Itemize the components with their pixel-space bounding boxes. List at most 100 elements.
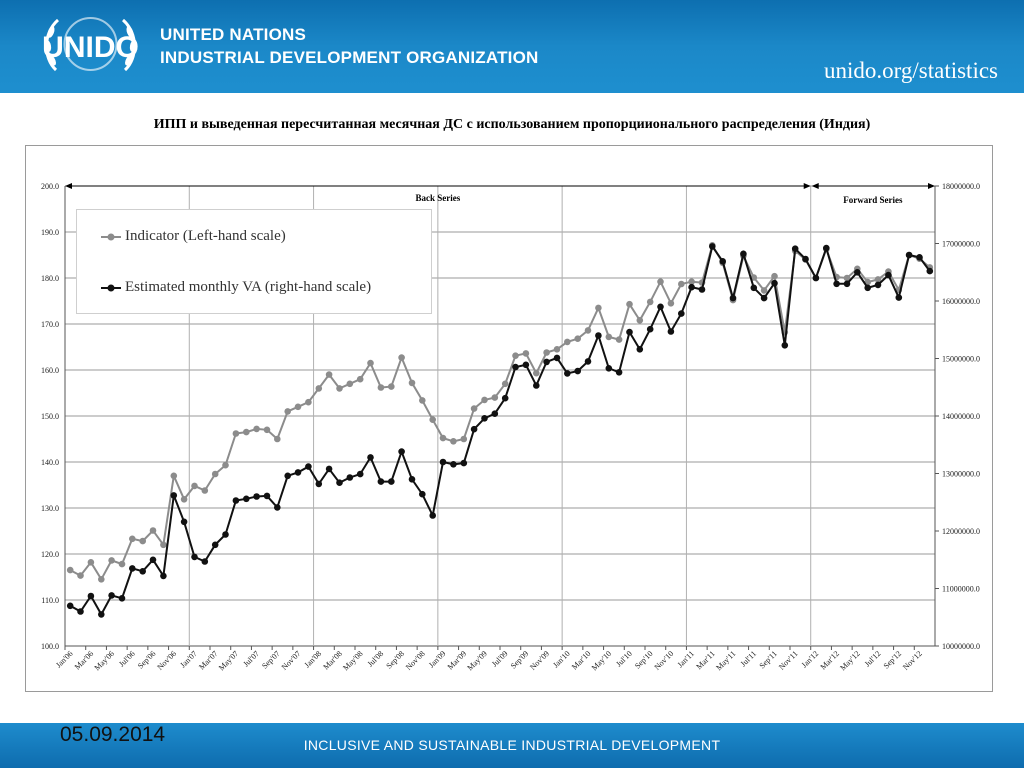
estimated-point (274, 504, 281, 511)
x-tick-label: Sep'12 (882, 649, 904, 671)
estimated-point (750, 284, 758, 292)
estimated-point (87, 592, 95, 600)
estimated-point (584, 358, 592, 365)
x-tick-label: Sep'06 (136, 649, 158, 671)
estimated-point (305, 463, 312, 470)
estimated-point (895, 294, 903, 301)
estimated-point (885, 271, 892, 279)
x-tick-label: Jan'12 (800, 649, 821, 670)
estimated-point (149, 556, 157, 564)
x-tick-label: Nov'08 (404, 649, 427, 672)
indicator-point (398, 354, 405, 361)
back-series-arrowhead-right (803, 183, 811, 189)
indicator-point (66, 566, 74, 574)
estimated-point (667, 328, 675, 335)
chart-title: ИПП и выведенная пересчитанная месячная … (153, 117, 871, 132)
estimated-point (367, 454, 374, 461)
estimated-point (253, 493, 260, 500)
logo-text: UNIDO (42, 31, 139, 64)
estimated-point (905, 251, 913, 259)
estimated-point (491, 410, 499, 418)
estimated-point (108, 592, 115, 599)
indicator-point (336, 385, 343, 392)
estimated-point (698, 286, 706, 293)
y-right-tick-label: 17000000.0 (942, 240, 980, 249)
x-tick-label: Jul'11 (739, 649, 758, 668)
x-tick-label: Jan'11 (676, 649, 696, 669)
estimated-point (408, 476, 416, 483)
y-right-tick-label: 12000000.0 (942, 527, 980, 536)
indicator-point (564, 338, 571, 346)
x-tick-label: May'11 (714, 649, 737, 672)
estimated-point (160, 572, 167, 580)
y-right-tick-label: 14000000.0 (942, 412, 980, 421)
indicator-point (284, 408, 292, 415)
legend-marker-estimated (107, 284, 115, 292)
x-tick-label: Sep'10 (633, 649, 655, 671)
estimated-point (439, 458, 447, 466)
x-tick-label: Nov'12 (901, 649, 924, 672)
estimated-point (481, 415, 488, 422)
unido-logo: UNIDO (42, 17, 139, 72)
indicator-point (667, 300, 675, 307)
site-url[interactable]: unido.org/statistics (824, 58, 998, 83)
estimated-point (574, 367, 581, 375)
estimated-point (191, 553, 198, 561)
legend-label-indicator: Indicator (Left-hand scale) (125, 228, 286, 244)
indicator-point (232, 430, 240, 437)
indicator-point (678, 280, 685, 288)
estimated-point (543, 358, 550, 366)
x-tick-label: Sep'08 (384, 649, 406, 671)
estimated-point (719, 258, 726, 265)
indicator-point (408, 379, 416, 387)
x-tick-label: May'09 (465, 649, 488, 672)
x-tick-label: Jan'08 (303, 649, 324, 670)
estimated-point (346, 474, 354, 481)
x-tick-label: Jul'10 (614, 649, 634, 669)
y-left-tick-label: 140.0 (41, 458, 59, 467)
estimated-point (926, 267, 934, 275)
estimated-point (180, 518, 188, 526)
estimated-point (688, 283, 695, 291)
estimated-point (678, 310, 685, 317)
estimated-point (139, 568, 146, 575)
estimated-point (843, 280, 851, 288)
y-left-tick-label: 130.0 (41, 504, 59, 513)
y-right-tick-label: 18000000.0 (942, 182, 980, 191)
estimated-point (760, 294, 768, 302)
x-tick-label: Mar'07 (197, 649, 219, 671)
x-tick-label: Mar'06 (73, 649, 95, 671)
x-tick-label: Sep'07 (260, 649, 282, 671)
indicator-point (843, 274, 851, 282)
org-line-2: INDUSTRIAL DEVELOPMENT ORGANIZATION (160, 48, 539, 67)
estimated-point (98, 611, 105, 618)
x-tick-label: Jul'07 (241, 649, 261, 669)
estimated-point (170, 492, 178, 499)
indicator-point (346, 380, 354, 388)
indicator-point (688, 278, 695, 286)
estimated-point (470, 425, 478, 433)
indicator-point (315, 385, 323, 392)
indicator-point (419, 397, 426, 404)
estimated-point (77, 608, 84, 615)
organization-name: UNITED NATIONS INDUSTRIAL DEVELOPMENT OR… (160, 23, 539, 69)
indicator-point (460, 435, 468, 443)
estimated-point (729, 294, 737, 302)
estimated-point (222, 531, 229, 538)
footer-banner (0, 723, 1024, 768)
estimated-point (325, 465, 333, 473)
indicator-point (325, 371, 333, 378)
y-right-tick-label: 13000000.0 (942, 470, 980, 479)
x-tick-label: Mar'11 (694, 649, 716, 671)
indicator-point (356, 375, 364, 383)
estimated-point (709, 243, 716, 250)
indicator-point (771, 272, 778, 280)
x-tick-label: Jul'06 (117, 649, 137, 669)
y-right-tick-label: 15000000.0 (942, 355, 980, 364)
estimated-point (812, 274, 820, 282)
estimated-point (833, 280, 840, 288)
estimated-point (916, 253, 923, 261)
indicator-point (874, 276, 882, 283)
indicator-point (533, 369, 540, 377)
